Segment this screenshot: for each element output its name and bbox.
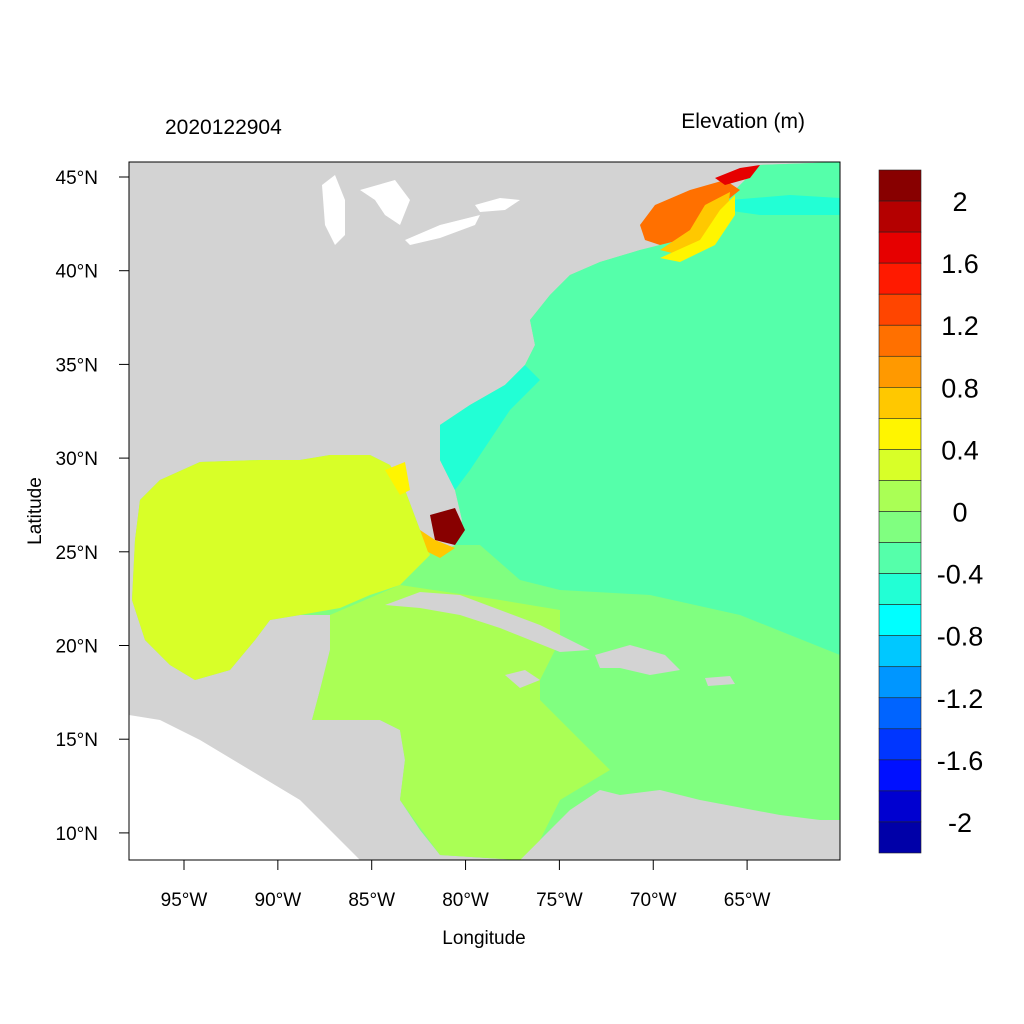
x-tick-label: 95°W xyxy=(161,890,208,911)
surge-florida-bigbend xyxy=(385,462,410,495)
colorbar-box xyxy=(878,293,922,326)
colorbar-label: 1.2 xyxy=(941,311,979,341)
jamaica xyxy=(505,670,540,688)
atlantic xyxy=(440,162,840,655)
timestamp-title: 2020122904 xyxy=(165,116,282,139)
colorbar-label: 0.4 xyxy=(941,435,979,465)
colorbar-label: 1.6 xyxy=(941,249,979,279)
pacific-no-data xyxy=(129,715,360,860)
y-tick-label: 15°N xyxy=(56,730,98,751)
colorbar-box xyxy=(878,231,922,264)
colorbar-label: -2 xyxy=(948,808,972,838)
colorbar-label: 0 xyxy=(952,498,967,528)
colorbar-box xyxy=(878,262,922,295)
y-tick-label: 45°N xyxy=(56,168,98,189)
colorbar-box xyxy=(878,821,922,854)
plot-frame xyxy=(128,161,841,861)
variable-title: Elevation (m) xyxy=(681,110,805,133)
colorbar-box xyxy=(878,200,922,233)
colorbar-label: -0.4 xyxy=(937,560,984,590)
y-tick-label: 10°N xyxy=(56,824,98,845)
colorbar-box xyxy=(878,728,922,761)
x-tick-label: 80°W xyxy=(442,890,489,911)
y-tick-label: 20°N xyxy=(56,637,98,658)
nearshore-southeast xyxy=(440,365,540,490)
x-tick-label: 75°W xyxy=(536,890,583,911)
lake-michigan xyxy=(322,175,345,245)
colorbar-box xyxy=(878,169,922,202)
y-tick-label: 40°N xyxy=(56,262,98,283)
x-axis-label: Longitude xyxy=(442,928,525,949)
puerto-rico xyxy=(705,676,735,686)
map-area xyxy=(129,162,840,860)
y-axis-label: Latitude xyxy=(25,477,46,545)
colorbar-label: -1.6 xyxy=(937,746,984,776)
longitude-axis: 95°W 90°W 85°W 80°W 75°W 70°W 65°W xyxy=(161,860,771,911)
y-tick-label: 35°N xyxy=(56,355,98,376)
lake-huron xyxy=(360,180,410,225)
colorbar-box xyxy=(878,511,922,543)
surge-gulf-of-maine-orange xyxy=(640,180,740,245)
gulf-of-mexico xyxy=(132,455,430,680)
colorbar-label: -0.8 xyxy=(937,622,984,652)
nearshore-northeast xyxy=(725,195,840,215)
colorbar-box xyxy=(878,449,922,481)
surge-gulf-of-maine-yellow xyxy=(660,195,735,262)
y-tick-label: 30°N xyxy=(56,449,98,470)
colorbar-box xyxy=(878,355,922,388)
cuba xyxy=(385,592,590,652)
x-tick-label: 90°W xyxy=(255,890,302,911)
surge-gulf-of-maine-amber xyxy=(660,192,730,255)
colorbar-label: 0.8 xyxy=(941,373,979,403)
surge-bay-of-fundy xyxy=(715,165,760,185)
colorbar-label: 2 xyxy=(952,187,967,217)
colorbar-box xyxy=(878,635,922,668)
x-tick-label: 70°W xyxy=(630,890,677,911)
colorbar-box xyxy=(878,759,922,792)
caribbean-west xyxy=(312,585,610,860)
surge-florida-southwest xyxy=(420,530,455,558)
x-tick-label: 65°W xyxy=(724,890,771,911)
colorbar-label: -1.2 xyxy=(937,684,984,714)
colorbar-box xyxy=(878,697,922,730)
lake-ontario xyxy=(475,198,520,212)
colorbar-box xyxy=(878,604,922,636)
colorbar: 2 1.6 1.2 0.8 0.4 0 -0.4 -0.8 -1.2 -1.6 -2 xyxy=(878,169,984,854)
lake-erie xyxy=(405,215,480,245)
y-tick-label: 25°N xyxy=(56,543,98,564)
latitude-axis: 45°N 40°N 35°N 30°N 25°N 20°N 15°N 10°N xyxy=(56,168,129,845)
colorbar-box xyxy=(878,480,922,512)
x-tick-label: 85°W xyxy=(348,890,395,911)
colorbar-box xyxy=(878,790,922,823)
colorbar-box xyxy=(878,573,922,605)
surge-south-florida xyxy=(430,508,465,545)
colorbar-box xyxy=(878,387,922,419)
colorbar-box xyxy=(878,666,922,699)
colorbar-box xyxy=(878,542,922,574)
colorbar-box xyxy=(878,418,922,450)
colorbar-box xyxy=(878,324,922,357)
hispaniola xyxy=(595,645,680,675)
